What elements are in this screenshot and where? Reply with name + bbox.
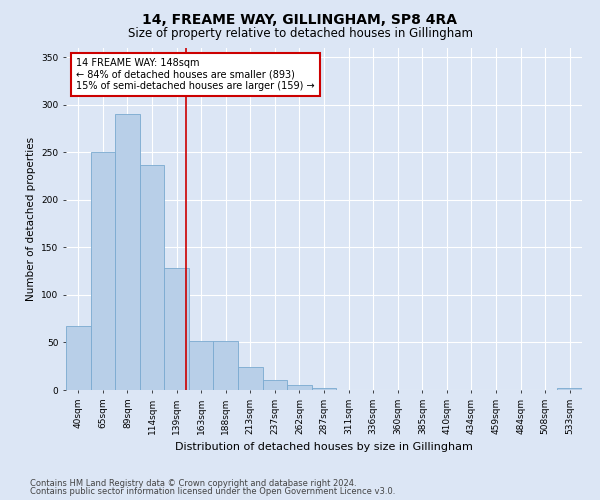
- Bar: [189, 340, 214, 390]
- Bar: [140, 166, 164, 390]
- Bar: [91, 152, 115, 390]
- Y-axis label: Number of detached properties: Number of detached properties: [26, 136, 35, 301]
- Text: 14, FREAME WAY, GILLINGHAM, SP8 4RA: 14, FREAME WAY, GILLINGHAM, SP8 4RA: [143, 12, 458, 26]
- Text: 14 FREAME WAY: 148sqm
← 84% of detached houses are smaller (893)
15% of semi-det: 14 FREAME WAY: 148sqm ← 84% of detached …: [76, 58, 315, 91]
- X-axis label: Distribution of detached houses by size in Gillingham: Distribution of detached houses by size …: [175, 442, 473, 452]
- Text: Contains public sector information licensed under the Open Government Licence v3: Contains public sector information licen…: [30, 487, 395, 496]
- Text: Contains HM Land Registry data © Crown copyright and database right 2024.: Contains HM Land Registry data © Crown c…: [30, 478, 356, 488]
- Bar: [238, 367, 263, 390]
- Bar: [214, 340, 238, 390]
- Bar: [557, 388, 582, 390]
- Bar: [287, 385, 312, 390]
- Bar: [66, 326, 91, 390]
- Bar: [115, 114, 140, 390]
- Bar: [263, 380, 287, 390]
- Bar: [312, 388, 336, 390]
- Bar: [164, 268, 189, 390]
- Text: Size of property relative to detached houses in Gillingham: Size of property relative to detached ho…: [128, 28, 473, 40]
